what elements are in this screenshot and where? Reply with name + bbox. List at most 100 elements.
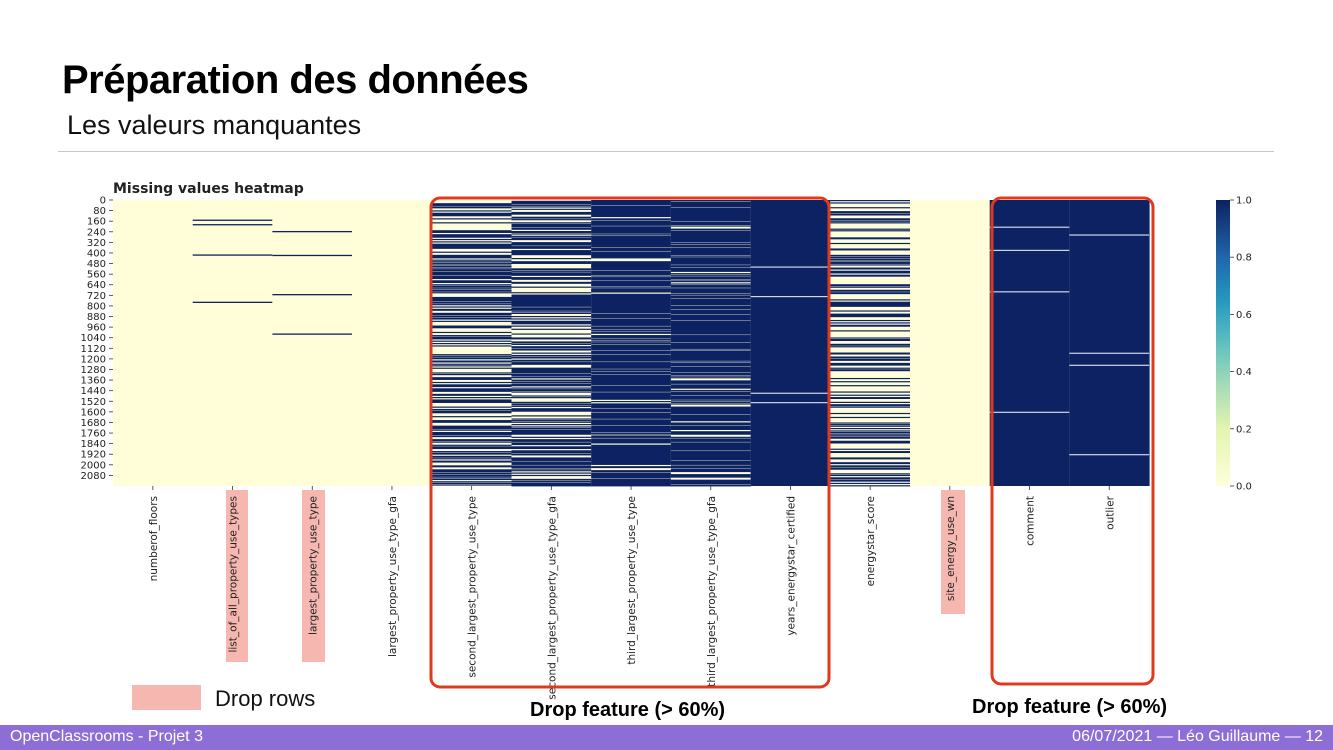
missing-stripe bbox=[670, 202, 752, 204]
missing-stripe bbox=[431, 401, 512, 403]
missing-stripe bbox=[591, 365, 672, 367]
missing-stripe bbox=[511, 346, 592, 349]
missing-stripe bbox=[670, 458, 752, 461]
missing-stripe bbox=[511, 363, 592, 365]
missing-stripe bbox=[511, 465, 592, 467]
missing-stripe bbox=[431, 308, 512, 311]
missing-stripe bbox=[670, 262, 752, 264]
colorbar-tick-label: 0.0 bbox=[1236, 482, 1252, 493]
missing-stripe bbox=[591, 372, 672, 374]
missing-stripe bbox=[591, 226, 672, 228]
missing-stripe bbox=[511, 235, 592, 237]
missing-stripe bbox=[670, 298, 752, 300]
missing-stripe bbox=[670, 238, 752, 241]
missing-stripe bbox=[431, 477, 512, 479]
missing-stripe bbox=[830, 337, 911, 339]
missing-stripe bbox=[591, 482, 672, 484]
missing-stripe bbox=[591, 455, 672, 457]
missing-stripe bbox=[591, 253, 672, 255]
missing-stripe bbox=[591, 345, 672, 347]
missing-stripe bbox=[431, 439, 512, 442]
missing-stripe bbox=[670, 431, 752, 433]
missing-stripe bbox=[431, 281, 512, 283]
missing-stripe bbox=[591, 267, 672, 269]
missing-stripe bbox=[670, 249, 752, 251]
missing-stripe bbox=[591, 265, 672, 267]
missing-stripe bbox=[670, 315, 752, 318]
x-tick-label: outlier bbox=[1104, 495, 1116, 529]
x-tick-label: numberof_floors bbox=[148, 496, 160, 581]
missing-stripe bbox=[511, 277, 592, 279]
y-tick-label: 80 bbox=[93, 206, 106, 217]
missing-stripe bbox=[670, 289, 752, 291]
missing-stripe bbox=[591, 298, 672, 300]
missing-stripe bbox=[670, 447, 752, 450]
missing-stripe bbox=[431, 265, 512, 268]
missing-stripe bbox=[670, 436, 752, 438]
missing-stripe bbox=[431, 389, 512, 391]
missing-stripe bbox=[431, 378, 512, 380]
missing-stripe bbox=[670, 290, 752, 292]
missing-stripe bbox=[431, 272, 512, 274]
missing-stripe bbox=[511, 227, 592, 229]
missing-stripe bbox=[591, 412, 672, 415]
missing-stripe bbox=[431, 320, 512, 322]
missing-stripe bbox=[830, 433, 911, 435]
missing-stripe bbox=[591, 379, 672, 381]
x-tick-label: years_energystar_certified bbox=[785, 496, 797, 636]
missing-stripe bbox=[670, 314, 752, 316]
missing-stripe bbox=[830, 228, 911, 230]
missing-stripe bbox=[511, 485, 592, 487]
missing-stripe bbox=[511, 233, 592, 235]
missing-stripe bbox=[511, 320, 592, 322]
missing-stripe bbox=[511, 436, 592, 438]
missing-stripe bbox=[670, 293, 752, 295]
missing-stripe bbox=[670, 462, 752, 465]
missing-stripe bbox=[591, 236, 672, 238]
missing-stripe bbox=[591, 378, 672, 380]
missing-stripe bbox=[670, 358, 752, 360]
missing-stripe bbox=[591, 304, 672, 307]
missing-stripe bbox=[431, 204, 512, 206]
missing-stripe bbox=[511, 370, 592, 372]
missing-stripe bbox=[591, 385, 672, 388]
missing-stripe bbox=[431, 326, 512, 328]
missing-stripe bbox=[670, 211, 752, 214]
missing-stripe bbox=[591, 300, 672, 303]
missing-stripe bbox=[431, 444, 512, 446]
missing-stripe bbox=[511, 219, 592, 221]
missing-stripe bbox=[591, 307, 672, 309]
heatmap-title: Missing values heatmap bbox=[113, 181, 304, 197]
missing-stripe bbox=[431, 429, 512, 431]
missing-stripe bbox=[830, 219, 911, 221]
missing-stripe bbox=[670, 308, 752, 310]
missing-stripe bbox=[511, 468, 592, 470]
missing-stripe bbox=[591, 396, 672, 398]
missing-stripe bbox=[591, 403, 672, 405]
missing-stripe bbox=[670, 303, 752, 305]
missing-stripe bbox=[670, 366, 752, 369]
missing-stripe bbox=[670, 317, 752, 319]
missing-stripe bbox=[431, 309, 512, 311]
missing-stripe bbox=[591, 305, 672, 307]
missing-stripe bbox=[591, 409, 672, 411]
missing-stripe bbox=[591, 299, 672, 301]
missing-stripe bbox=[511, 261, 592, 264]
missing-stripe bbox=[431, 473, 512, 475]
missing-stripe bbox=[830, 436, 911, 438]
missing-stripe bbox=[591, 367, 672, 369]
missing-stripe bbox=[591, 430, 672, 432]
missing-stripe bbox=[431, 302, 512, 304]
missing-stripe bbox=[670, 300, 752, 302]
missing-stripe bbox=[591, 439, 672, 441]
missing-stripe bbox=[431, 412, 512, 414]
missing-stripe bbox=[511, 231, 592, 233]
missing-stripe bbox=[591, 475, 672, 477]
missing-stripe bbox=[591, 344, 672, 346]
missing-stripe bbox=[670, 281, 752, 283]
missing-stripe bbox=[591, 203, 672, 206]
missing-stripe bbox=[511, 385, 592, 387]
missing-stripe bbox=[511, 304, 592, 307]
missing-stripe bbox=[511, 261, 592, 263]
missing-stripe bbox=[830, 220, 911, 222]
